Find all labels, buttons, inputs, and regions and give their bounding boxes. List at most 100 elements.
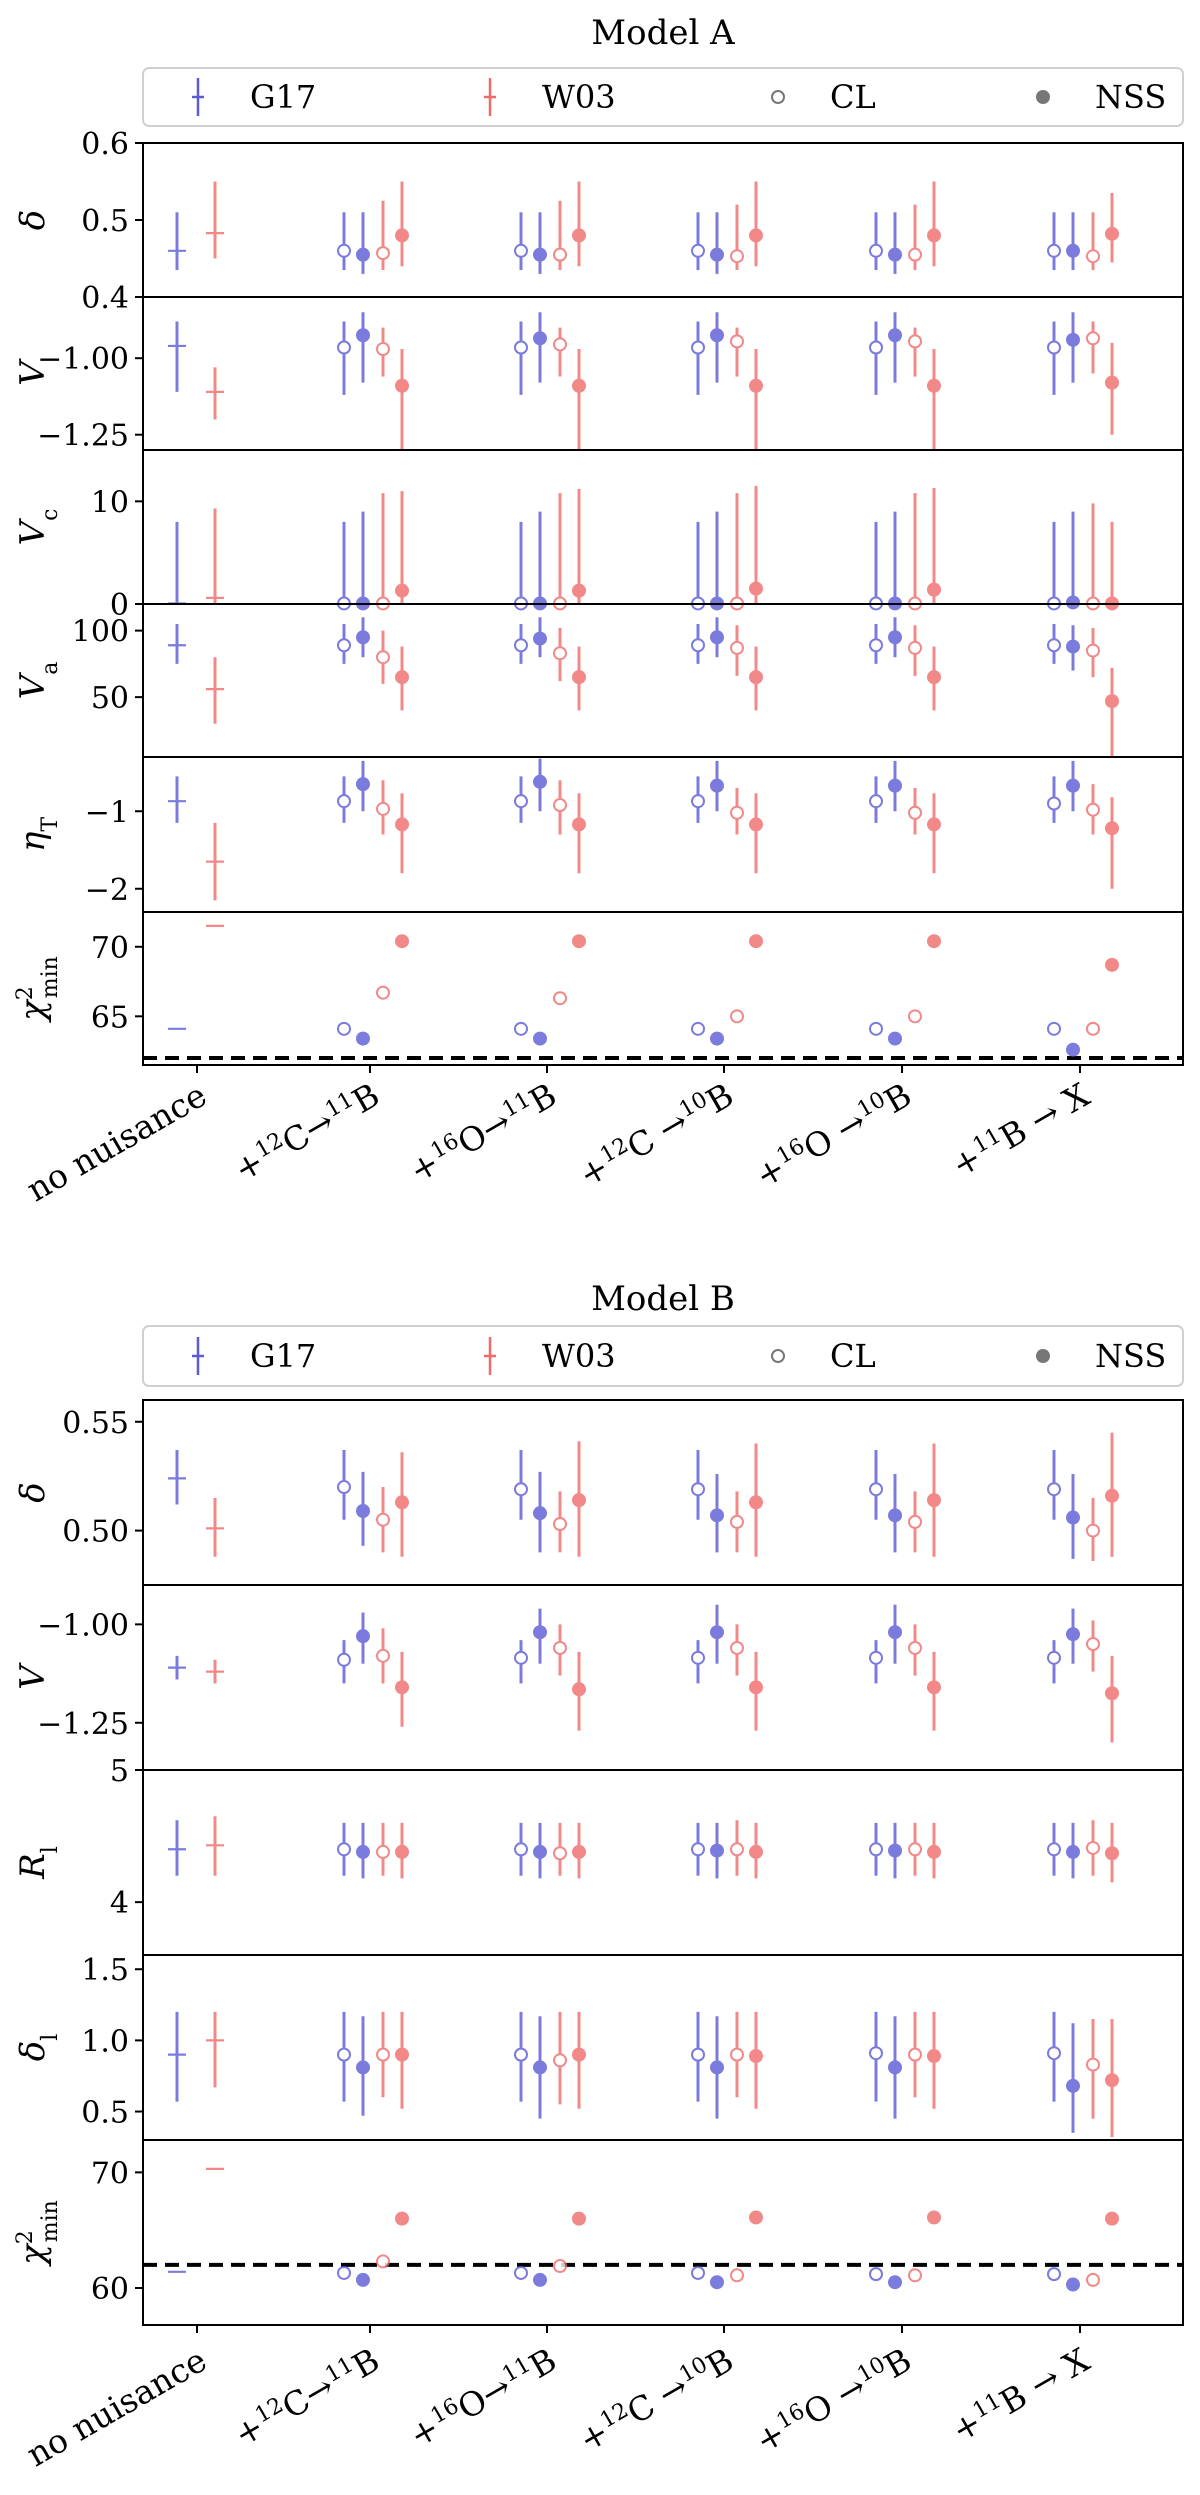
x-tick-label: +12C→11B (227, 1075, 386, 1190)
data-point (533, 247, 547, 262)
data-point (376, 1648, 390, 1663)
data-point (691, 2265, 705, 2280)
legend-label-w03: W03 (542, 1337, 616, 1375)
data-point (376, 2047, 390, 2062)
data-point (514, 1842, 528, 1857)
data-point (749, 2210, 763, 2225)
data-point (927, 817, 941, 832)
panel-frame (142, 142, 1184, 298)
series-g17-nss (356, 1604, 1080, 1664)
legend: G17 W03 CL NSS (142, 1325, 1184, 1387)
data-point (395, 934, 409, 949)
data-point (376, 246, 390, 261)
x-tick-label: +16O→11B (402, 1075, 563, 1191)
data-point (337, 2265, 351, 2280)
data-point (1066, 595, 1080, 610)
data-point (691, 243, 705, 258)
series-g17-nss (356, 1822, 1080, 1879)
data-point (730, 249, 744, 264)
data-point (356, 2060, 370, 2075)
data-point (730, 2047, 744, 2062)
data-point (553, 798, 567, 813)
data-point (1066, 332, 1080, 347)
panel-frame (142, 911, 1184, 1066)
series-g17 (168, 623, 186, 664)
data-point (395, 378, 409, 393)
series-g17-cl (337, 623, 1061, 664)
data-point (356, 1504, 370, 1518)
data-point (710, 1843, 724, 1858)
data-point (533, 2060, 547, 2075)
data-point (514, 243, 528, 258)
y-axis-label: χ2min (13, 956, 63, 1023)
x-tick-label: +16O→11B (402, 2340, 563, 2456)
data-point (908, 640, 922, 655)
data-point (908, 1640, 922, 1655)
series-w03-cl (376, 780, 1100, 835)
data-point (572, 817, 586, 832)
data-point (1105, 226, 1119, 241)
data-point (337, 794, 351, 809)
data-point (691, 1482, 705, 1497)
panel: 0.4 0.5 0.6 δ (13, 127, 1184, 316)
data-point (1047, 1482, 1061, 1497)
data-point (572, 670, 586, 685)
data-point (1047, 243, 1061, 258)
data-point (395, 670, 409, 685)
panel: 0.50 0.55 δ (13, 1399, 1184, 1586)
data-point (927, 1844, 941, 1859)
data-point (869, 1482, 883, 1497)
data-point (395, 2211, 409, 2226)
data-point (572, 2211, 586, 2226)
panel-frame (142, 296, 1184, 451)
data-point (337, 1480, 351, 1495)
x-tick-label: +12C →10B (572, 1075, 740, 1195)
data-point (730, 334, 744, 349)
data-point (1047, 2267, 1061, 2282)
data-point (572, 583, 586, 598)
y-axis-label: V (13, 1662, 53, 1690)
data-point (1066, 2078, 1080, 2093)
series-g17-nss (356, 1471, 1080, 1559)
series-g17 (168, 212, 186, 271)
data-point (356, 1629, 370, 1644)
data-point (533, 774, 547, 789)
data-point (749, 228, 763, 243)
chart-model-0: Model A G17 W03 CL NSS 0.4 0.5 0.6 δ −1.00 −1.25 V 0… (13, 13, 1184, 1209)
data-point (749, 817, 763, 832)
data-point (514, 340, 528, 355)
data-point (1047, 1650, 1061, 1665)
data-point (1047, 340, 1061, 355)
data-point (888, 778, 902, 793)
data-point (869, 1842, 883, 1857)
y-tick-label: 0.4 (81, 281, 129, 316)
series-g17-cl (337, 212, 1061, 271)
y-tick-label: 65 (91, 1000, 129, 1035)
data-point (888, 247, 902, 262)
legend-frame (142, 1325, 1184, 1387)
data-point (572, 228, 586, 243)
series-w03-nss (395, 1651, 1119, 1743)
data-point (337, 638, 351, 653)
data-point (533, 1506, 547, 1521)
data-point (376, 1512, 390, 1527)
data-point (1105, 1846, 1119, 1861)
data-point (572, 2047, 586, 2062)
legend-marker-filled-circle (1036, 90, 1050, 104)
data-point (1047, 796, 1061, 811)
data-point (1047, 2046, 1061, 2061)
x-tick-label: no nuisance (20, 1075, 213, 1209)
series-w03-cl (376, 321, 1100, 377)
legend-marker-open-circle (771, 1349, 785, 1363)
data-point (514, 638, 528, 653)
data-point (514, 2265, 528, 2280)
data-point (533, 1844, 547, 1859)
data-point (927, 582, 941, 597)
data-point (927, 670, 941, 685)
data-point (927, 2049, 941, 2064)
x-tick-label: +11B → X (945, 2339, 1097, 2449)
data-point (710, 1625, 724, 1640)
data-point (356, 328, 370, 343)
series-g17-cl (337, 1640, 1061, 1684)
series-g17-nss (356, 212, 1080, 274)
